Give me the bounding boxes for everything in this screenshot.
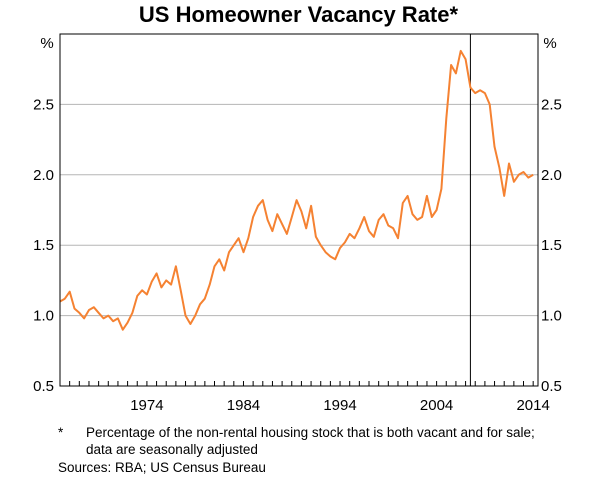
footnote-text: Percentage of the non-rental housing sto… bbox=[86, 425, 535, 457]
y-axis-right-labels: 0.5 1.0 1.5 2.0 2.5 bbox=[541, 96, 562, 395]
footnote-mark: * bbox=[58, 425, 64, 440]
x-tick-label: 1994 bbox=[323, 397, 356, 414]
y-tick-label-left: 0.5 bbox=[33, 378, 54, 395]
y-tick-label-right: 1.5 bbox=[541, 237, 562, 254]
y-tick-label-left: 2.5 bbox=[33, 96, 54, 113]
y-unit-right: % bbox=[543, 35, 556, 52]
y-tick-label-left: 2.0 bbox=[33, 167, 54, 184]
x-tick-label: 1974 bbox=[130, 397, 163, 414]
x-tick-label: 2004 bbox=[420, 397, 453, 414]
x-axis-labels: 1974 1984 1994 2004 2014 bbox=[130, 397, 550, 414]
y-tick-label-left: 1.0 bbox=[33, 308, 54, 325]
y-tick-label-right: 0.5 bbox=[541, 378, 562, 395]
y-axis-left-labels: 0.5 1.0 1.5 2.0 2.5 bbox=[33, 96, 54, 395]
y-tick-label-right: 2.0 bbox=[541, 167, 562, 184]
x-tick-label: 2014 bbox=[516, 397, 549, 414]
y-tick-label-right: 1.0 bbox=[541, 308, 562, 325]
x-axis-ticks bbox=[59, 381, 534, 386]
y-tick-label-left: 1.5 bbox=[33, 237, 54, 254]
x-tick-label: 1984 bbox=[227, 397, 260, 414]
y-tick-label-right: 2.5 bbox=[541, 96, 562, 113]
gridlines bbox=[60, 103, 538, 317]
chart-title: US Homeowner Vacancy Rate* bbox=[138, 2, 459, 27]
sources-note: Sources: RBA; US Census Bureau bbox=[58, 460, 266, 475]
plot-frame bbox=[59, 33, 539, 387]
series-line bbox=[59, 49, 534, 331]
y-unit-left: % bbox=[40, 35, 53, 52]
